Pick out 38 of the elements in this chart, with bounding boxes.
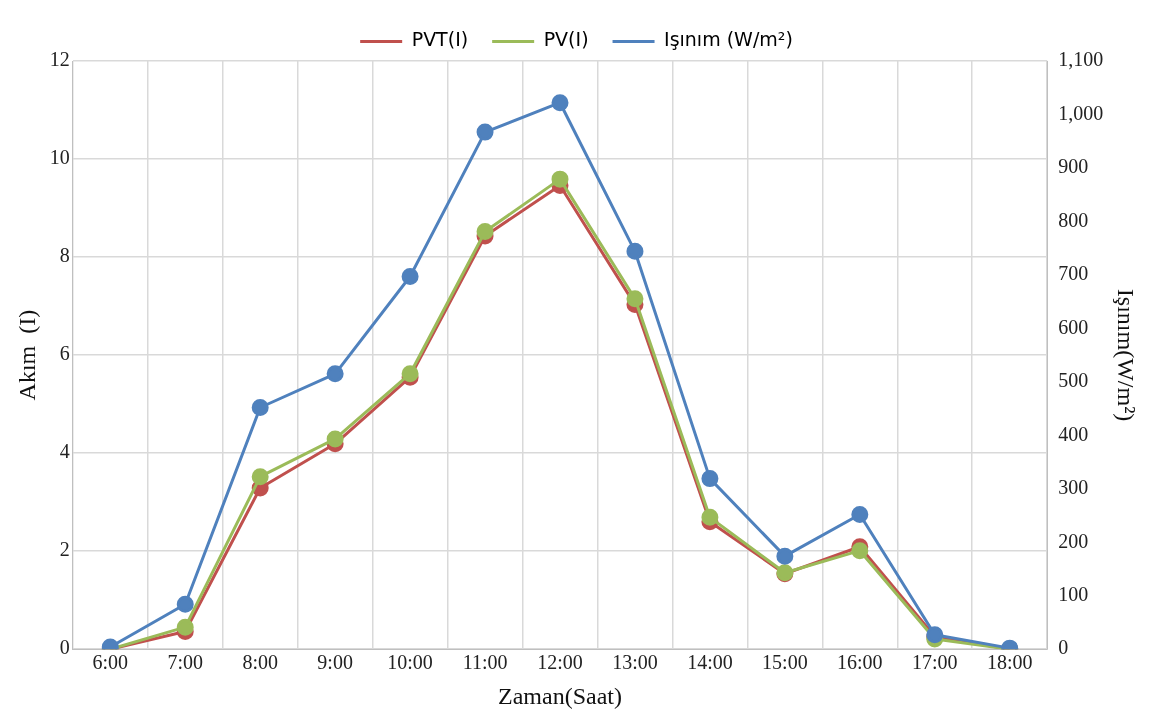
- x-tick-label: 11:00: [462, 651, 508, 674]
- y2-tick-label: 0: [1058, 636, 1069, 659]
- y2-tick-label: 500: [1058, 369, 1089, 392]
- y-tick-label: 2: [59, 538, 70, 561]
- y2-tick-label: 800: [1058, 208, 1089, 231]
- y2-tick-label: 600: [1058, 315, 1089, 338]
- y2-tick-label: 900: [1058, 155, 1089, 178]
- x-tick-label: 7:00: [167, 651, 204, 674]
- y2-tick-label: 1,100: [1058, 48, 1104, 71]
- y2-axis-title: Işınım(W/m²): [1113, 288, 1140, 422]
- x-tick-label: 6:00: [92, 651, 129, 674]
- legend-label: PVT(I): [411, 28, 469, 51]
- x-tick-label: 8:00: [242, 651, 278, 674]
- x-tick-label: 14:00: [687, 651, 733, 674]
- x-tick-label: 16:00: [837, 651, 883, 674]
- y-tick-label: 4: [59, 440, 70, 463]
- legend-label: PV(I): [543, 28, 589, 51]
- y-tick-label: 10: [49, 146, 70, 169]
- x-tick-label: 9:00: [317, 651, 353, 674]
- y-tick-label: 12: [49, 48, 70, 71]
- y-tick-label: 0: [59, 636, 70, 659]
- x-tick-label: 13:00: [612, 651, 658, 674]
- y2-tick-label: 1,000: [1058, 101, 1104, 124]
- y-axis-title: Akım (I): [13, 309, 40, 401]
- y2-tick-label: 700: [1058, 262, 1089, 285]
- x-tick-label: 12:00: [537, 651, 583, 674]
- y2-tick-label: 100: [1058, 582, 1089, 605]
- x-tick-label: 10:00: [387, 651, 433, 674]
- x-tick-label: 15:00: [762, 651, 808, 674]
- x-tick-label: 17:00: [911, 651, 958, 674]
- y-tick-label: 8: [59, 244, 70, 267]
- x-tick-label: 18:00: [986, 651, 1033, 674]
- y-tick-label: 6: [59, 342, 70, 365]
- y2-tick-label: 300: [1058, 476, 1089, 499]
- y2-tick-label: 200: [1058, 529, 1089, 552]
- y2-tick-label: 400: [1058, 422, 1089, 445]
- x-axis-title: Zaman(Saat): [498, 682, 622, 709]
- legend-label: Işınım (W/m²): [664, 28, 793, 51]
